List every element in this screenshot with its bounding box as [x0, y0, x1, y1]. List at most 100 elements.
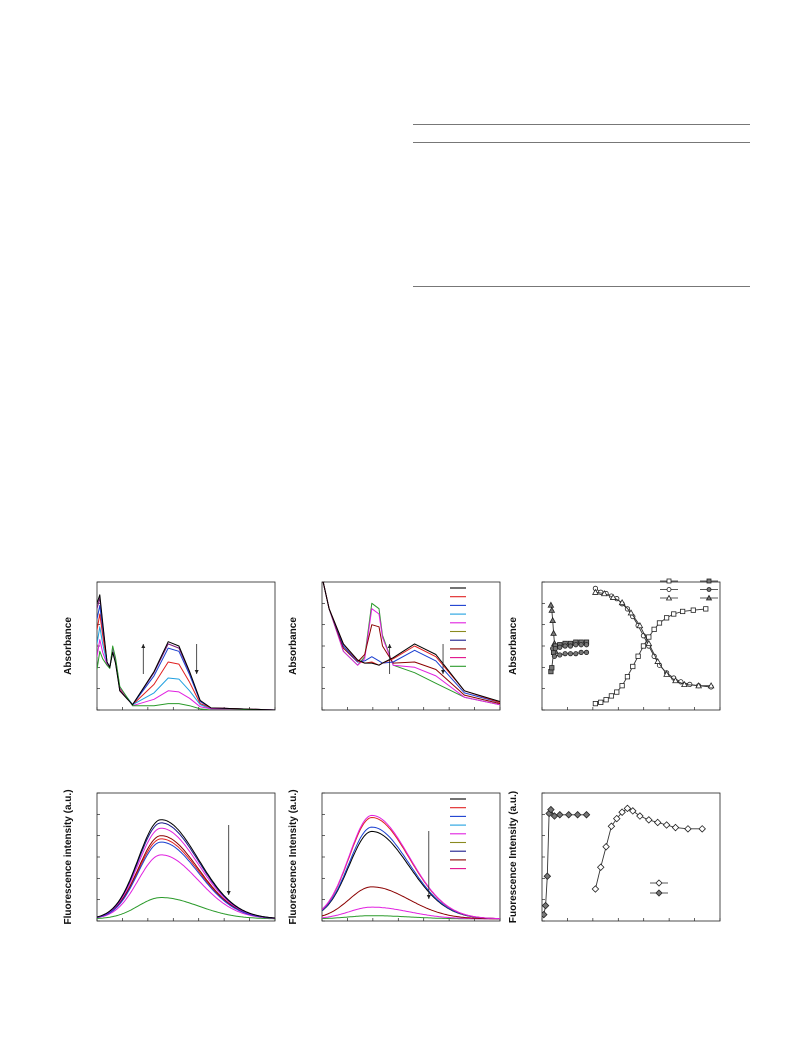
arrow-head — [426, 895, 431, 899]
data-point — [608, 693, 615, 699]
chart-d: Fluorescence intensity (a.u.) — [63, 789, 276, 925]
legend-marker — [666, 587, 672, 592]
data-point — [609, 593, 617, 600]
series-line — [322, 830, 500, 920]
y-axis-label: Absorbance — [288, 617, 299, 675]
series-line — [97, 639, 275, 710]
legend-marker — [706, 578, 712, 584]
data-point — [543, 872, 552, 880]
table-top-rule — [413, 124, 750, 125]
data-point — [662, 821, 671, 829]
data-point — [573, 810, 582, 819]
data-point — [629, 807, 637, 815]
data-point — [663, 615, 670, 621]
data-point — [607, 822, 616, 831]
legend-marker — [655, 879, 663, 887]
plot-area — [97, 819, 275, 920]
data-point — [591, 885, 600, 893]
data-point — [671, 823, 680, 832]
series-line — [97, 594, 275, 710]
data-point — [562, 651, 568, 657]
y-axis-label: Fluorescence Intensity (a.u.) — [288, 789, 299, 924]
data-point — [651, 626, 657, 632]
chart-a: Absorbance — [63, 581, 276, 711]
data-point — [551, 653, 558, 659]
series-line — [322, 582, 500, 706]
data-point — [602, 842, 610, 851]
series-line — [97, 626, 275, 710]
data-point — [635, 653, 641, 659]
series-line — [322, 814, 500, 920]
arrow-head — [387, 644, 392, 648]
chart-e: Fluorescence Intensity (a.u.) — [288, 789, 501, 925]
data-point — [550, 629, 557, 636]
data-point — [567, 651, 574, 657]
data-point — [562, 643, 568, 649]
data-point — [542, 910, 548, 919]
chart-panel-a: Absorbance — [60, 574, 300, 749]
data-point — [556, 810, 564, 819]
table-bottom-rule — [413, 286, 750, 287]
series-line — [322, 826, 500, 920]
data-point — [583, 642, 590, 648]
data-point — [578, 642, 584, 648]
data-point — [547, 805, 555, 814]
data-point — [680, 608, 686, 615]
chart-c: Absorbance — [508, 578, 721, 711]
data-point — [548, 606, 556, 613]
plot-area — [322, 814, 500, 920]
legend-marker — [666, 578, 672, 584]
data-point — [619, 683, 625, 689]
chart-panel-c: Absorbance — [508, 574, 752, 749]
data-point — [645, 639, 653, 647]
data-point — [618, 808, 626, 816]
data-point — [695, 682, 703, 689]
data-point — [640, 643, 647, 649]
data-point — [627, 609, 635, 616]
data-point — [549, 616, 557, 623]
data-point — [636, 812, 644, 820]
data-point — [603, 697, 609, 703]
data-point — [618, 598, 626, 606]
y-axis-label: Absorbance — [63, 617, 74, 675]
data-point — [707, 682, 715, 689]
data-point — [598, 699, 604, 705]
series-line — [97, 645, 275, 710]
data-point — [583, 649, 590, 656]
data-point — [630, 663, 636, 670]
data-point — [612, 814, 621, 823]
data-point — [578, 649, 584, 656]
series-line — [322, 582, 500, 706]
data-point — [582, 810, 591, 819]
y-axis-label: Absorbance — [508, 617, 519, 675]
data-point — [557, 644, 563, 650]
series-line — [322, 582, 500, 703]
data-point — [646, 634, 652, 640]
data-point — [623, 804, 632, 813]
legend-marker — [705, 594, 713, 601]
series-line — [322, 582, 500, 703]
data-point — [542, 901, 550, 910]
series-line — [97, 841, 275, 919]
series-line — [595, 588, 712, 688]
series-line — [97, 835, 275, 919]
legend-marker — [665, 594, 673, 601]
chart-panel-f: Fuorescence Intensity (a.u.) — [508, 785, 752, 960]
data-point — [654, 657, 662, 664]
arrow-head — [194, 670, 199, 674]
plot-area — [542, 804, 706, 919]
data-point — [663, 670, 670, 677]
data-point — [698, 825, 706, 833]
series-line — [322, 582, 500, 702]
plot-area — [97, 594, 275, 710]
data-point — [703, 606, 709, 612]
data-point — [681, 680, 688, 687]
data-point — [672, 677, 679, 684]
table-header-rule — [413, 142, 750, 143]
data-point — [547, 601, 555, 608]
series-line — [97, 897, 275, 920]
series-line — [97, 822, 275, 919]
plot-area — [322, 582, 500, 706]
data-point — [592, 701, 598, 707]
data-point — [671, 611, 677, 617]
